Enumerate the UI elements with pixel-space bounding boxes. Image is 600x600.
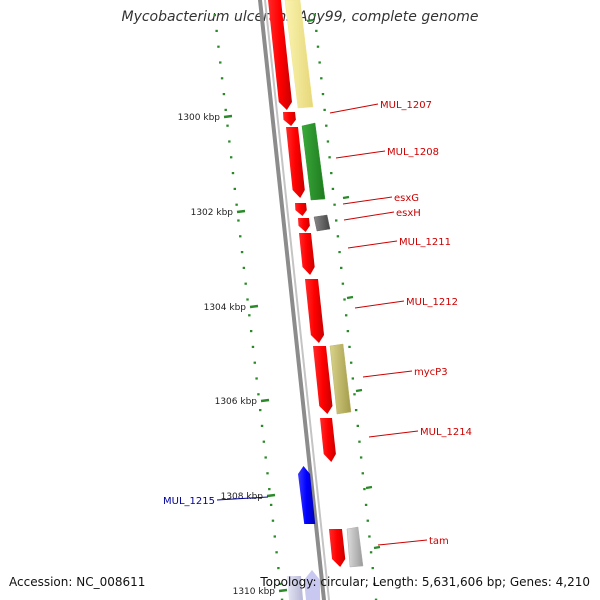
scale-tick-label: 1300 kbp [178,113,221,123]
gene-arrow-upstream [268,0,292,110]
scale-tick [266,493,276,498]
gene-label: tam [429,536,449,547]
scale-tick-label: 1310 kbp [233,587,276,597]
gene-label: MUL_1214 [420,427,472,438]
gene-leader-line [368,430,419,438]
scale-tick-right [373,545,381,550]
scale-tick-label: 1302 kbp [191,208,234,218]
gene-arrow-MUL_1212 [305,279,325,343]
gene-label: MUL_1212 [406,297,458,308]
scale-tick-label: 1308 kbp [221,492,264,502]
gene-leader-line [362,370,413,378]
gene-leader-line [342,196,393,205]
gene-arrow-MUL_1207 [283,112,296,126]
gene-arrow-esxH [298,218,310,232]
gene-label: MUL_1211 [399,237,451,248]
accession-text: Accession: NC_008611 [9,575,146,589]
gene-label: MUL_1208 [387,147,439,158]
scale-tick-label: 1304 kbp [204,303,247,313]
scale-tick [260,398,270,403]
scale-tick [223,114,233,119]
gene-arrow-MUL_1208 [286,127,305,198]
gene-label: MUL_1215 [163,496,215,507]
gene-label: mycP3 [414,367,448,378]
gene-arrow-MUL_1214 [320,418,336,462]
gene-arrow-faint [304,570,320,600]
scale-tick [249,304,259,309]
backbone-shadow [264,0,330,600]
scale-tick-right [342,195,350,200]
backbone-line [258,0,326,600]
gene-label: MUL_1207 [380,100,432,111]
feature-box [301,122,326,201]
scale-tick-right [365,485,373,490]
gene-leader-line [335,150,386,159]
gene-arrow-MUL_1211 [299,233,315,275]
gene-leader-line [377,539,428,546]
feature-box [284,0,314,109]
gene-leader-line [216,496,269,501]
genome-summary: Topology: circular; Length: 5,631,606 bp… [260,575,590,589]
scale-tick-right [355,388,363,393]
gene-leader-line [329,103,379,114]
gene-arrow-MUL_1215 [298,466,316,524]
scale-dots-right [313,14,378,600]
gene-arrow-tam [329,529,346,567]
gene-leader-line [343,211,395,221]
scale-tick [278,588,288,593]
scale-tick-right [346,295,354,300]
scale-tick [236,209,246,214]
gene-leader-line [347,240,398,249]
gene-label: esxH [396,208,421,219]
gene-leader-line [354,300,405,309]
gene-arrow-esxG [295,203,307,216]
scale-tick-label: 1306 kbp [215,397,258,407]
gene-label: esxG [394,193,419,204]
feature-box [329,343,352,415]
gene-arrow-mycP3 [313,346,333,414]
feature-box [346,526,364,568]
gene-arrow-faint [287,576,303,600]
feature-box [313,214,331,232]
scale-tick-right [306,18,314,23]
scale-dots-left [213,14,284,600]
